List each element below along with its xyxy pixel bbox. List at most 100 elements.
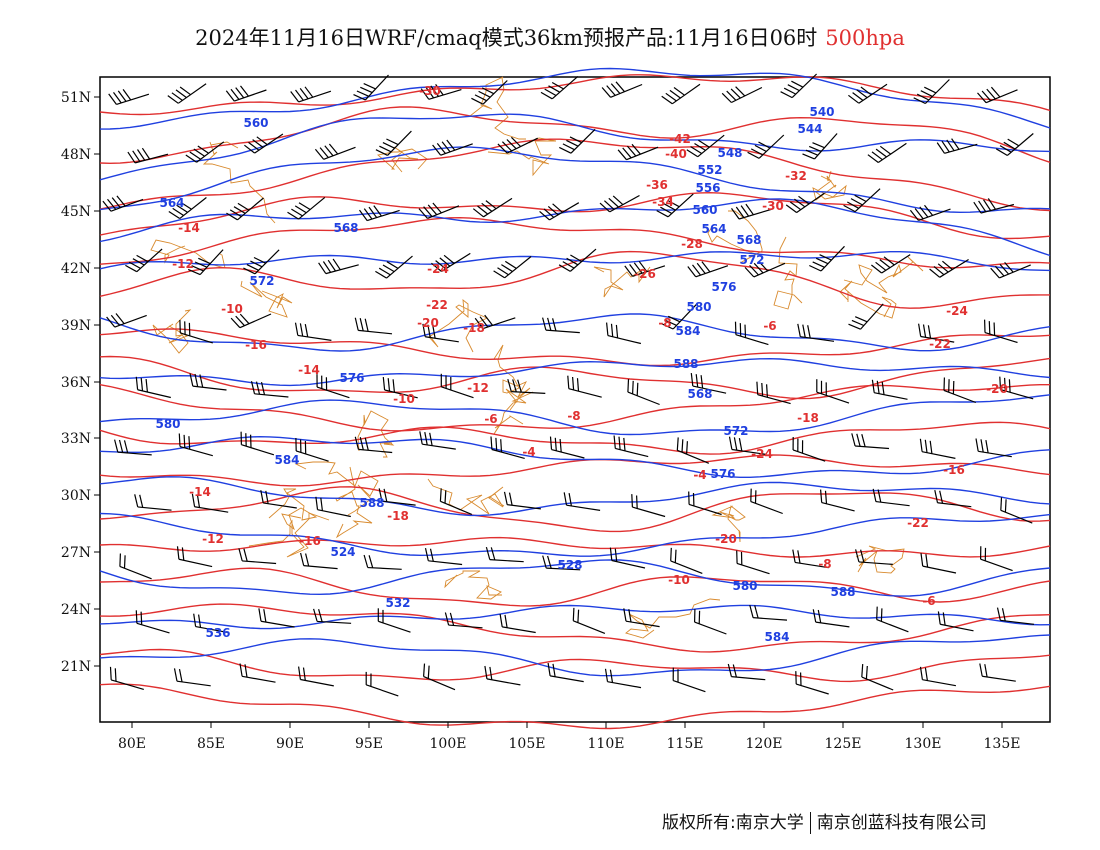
wind-barb-staff (365, 684, 399, 697)
wind-barb (474, 314, 516, 330)
wind-barb (867, 142, 907, 164)
wind-barb-staff (980, 558, 1013, 572)
wind-barb (871, 254, 911, 274)
geopotential-label: 524 (330, 545, 355, 559)
temperature-label: -30 (762, 199, 784, 213)
wind-barb-staff (178, 558, 213, 568)
wind-barb (686, 134, 725, 158)
wind-barb-flag (230, 88, 240, 100)
wind-barb-staff (610, 83, 643, 98)
wind-barb-flag (294, 322, 299, 336)
wind-barb-flag (544, 88, 557, 97)
geopotential-label: 536 (205, 626, 230, 640)
map-frame (99, 76, 1051, 723)
wind-barb-flag (542, 555, 547, 569)
wind-barb-staff (922, 565, 957, 574)
geopotential-label: 564 (159, 196, 184, 210)
wind-barb-flag (255, 381, 261, 395)
wind-barb-flag (609, 669, 614, 683)
wind-barb-flag (754, 605, 759, 619)
wind-barb-flag (359, 209, 368, 221)
wind-barb-flag (622, 147, 632, 159)
geopotential-label: 548 (717, 146, 742, 160)
wind-barb-flag (924, 667, 928, 681)
wind-barb-flag (503, 491, 508, 505)
wind-barb-flag (191, 493, 196, 507)
wind-barb-flag (982, 199, 992, 211)
wind-barb-flag (114, 439, 119, 453)
wind-barb-flag (761, 382, 764, 397)
geopotential-isoline (99, 604, 1051, 630)
geopotential-isoline (99, 634, 1051, 677)
wind-barb-flag (551, 81, 564, 90)
wind-barb-flag (263, 609, 267, 623)
wind-barb (601, 81, 643, 98)
wind-barb-flag (229, 209, 242, 218)
wind-barb-flag (850, 198, 863, 206)
temperature-isoline (99, 603, 1051, 653)
wind-barb (812, 609, 850, 628)
province-boundary (773, 236, 803, 310)
wind-barb-flag (568, 492, 572, 507)
province-boundary (469, 76, 526, 140)
wind-barb (243, 249, 280, 275)
wind-barb-flag (168, 210, 181, 220)
wind-barb-staff (110, 679, 144, 690)
wind-barb-flag (754, 144, 767, 153)
wind-barb-staff (254, 133, 284, 154)
wind-barb-staff (179, 197, 207, 220)
wind-barb-staff (615, 447, 649, 458)
copyright-footer: 版权所有:南京大学 南京创蓝科技有限公司 (662, 808, 987, 834)
wind-barb-flag (172, 207, 184, 217)
wind-barb (599, 194, 640, 213)
wind-barb-flag (802, 324, 806, 338)
wind-barb-flag (794, 198, 806, 208)
wind-barb-flag (137, 149, 146, 161)
wind-barb-staff (611, 559, 646, 569)
wind-barb-flag (919, 206, 929, 218)
wind-barb (258, 608, 295, 628)
wind-barb-staff (260, 620, 295, 628)
province-boundary (855, 545, 905, 574)
wind-barb-flag (238, 548, 243, 562)
wind-barb (756, 381, 791, 405)
temperature-label: -20 (986, 382, 1008, 396)
wind-barb-flag (851, 433, 856, 447)
title-main: 2024年11月16日WRF/cmaq模式36km预报产品:11月16日06时 (195, 26, 818, 50)
wind-barb-flag (240, 85, 249, 97)
wind-barb-flag (368, 206, 378, 218)
wind-barb-flag (872, 488, 877, 502)
wind-barb-staff (440, 500, 473, 515)
wind-barb-flag (934, 489, 939, 503)
geopotential-isoline (99, 357, 1051, 387)
wind-barb-staff (694, 621, 727, 635)
wind-barb (294, 322, 332, 341)
temperature-contours (99, 74, 1051, 730)
wind-barb-flag (295, 89, 304, 101)
wind-barb (929, 258, 969, 278)
wind-barb-flag (570, 254, 582, 263)
wind-barb-staff (179, 445, 213, 457)
wind-barb-flag (973, 201, 982, 214)
title-level: 500hpa (825, 26, 905, 50)
wind-barb-flag (188, 436, 191, 450)
wind-barb-flag (375, 270, 387, 279)
wind-barb-flag (140, 611, 143, 625)
temperature-isoline (99, 138, 1051, 212)
wind-barb (260, 490, 297, 509)
wind-barb-staff (625, 620, 660, 628)
wind-barb (721, 86, 763, 104)
wind-barb-staff (116, 93, 150, 105)
wind-barb (363, 554, 402, 570)
wind-barb-flag (854, 316, 868, 323)
wind-barb-flag (909, 209, 919, 221)
wind-barb-flag (663, 203, 676, 211)
wind-barb-staff (254, 393, 289, 398)
wind-barb (876, 606, 909, 633)
wind-barb-flag (319, 147, 329, 158)
wind-barb-flag (951, 138, 960, 150)
wind-barb-staff (815, 621, 850, 628)
wind-barb-flag (627, 379, 630, 393)
wind-barb-flag (939, 490, 944, 504)
wind-barb-staff (177, 83, 207, 104)
